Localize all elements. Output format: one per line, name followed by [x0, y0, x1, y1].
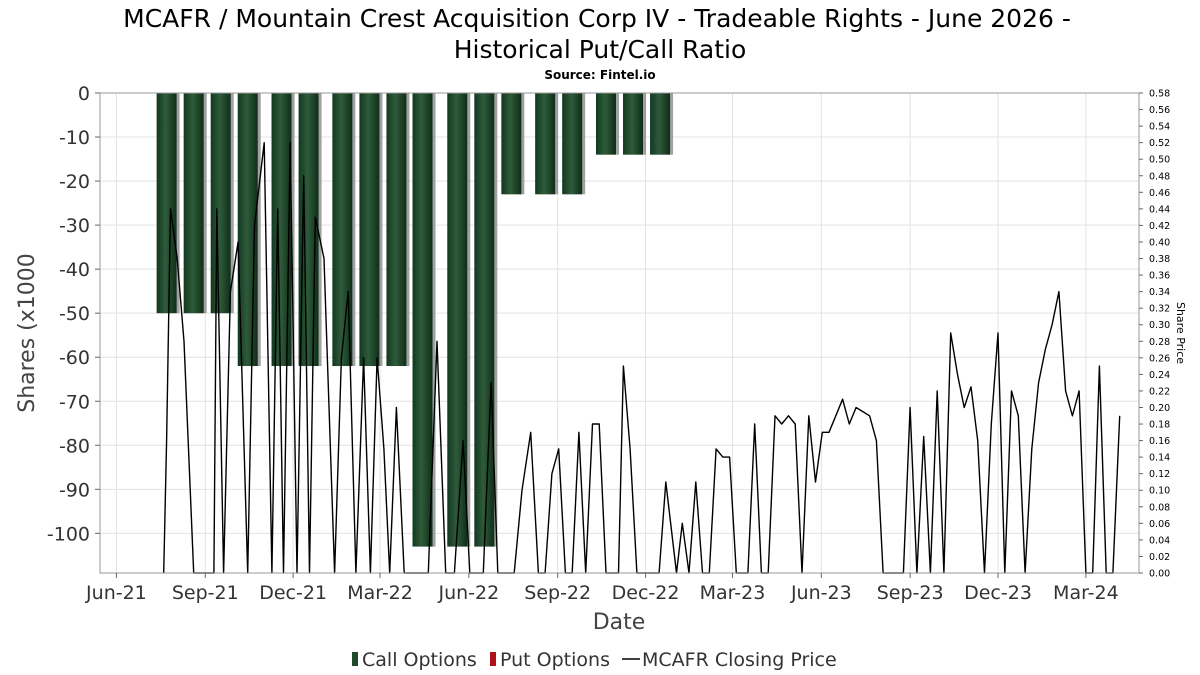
y2-tick-label: 0.16 — [1149, 436, 1170, 447]
x-tick-label: Dec-23 — [964, 582, 1032, 604]
legend-put-swatch — [490, 652, 496, 666]
call-option-bar — [447, 93, 468, 547]
y2-tick-label: 0.02 — [1149, 552, 1170, 563]
y2-tick-label: 0.30 — [1149, 320, 1170, 331]
call-option-bar — [595, 93, 616, 155]
chart-source: Source: Fintel.io — [544, 68, 655, 82]
closing-price-line — [163, 141, 1121, 574]
y-tick-label: -80 — [59, 435, 90, 457]
call-option-bar — [535, 93, 556, 195]
call-option-bar — [210, 93, 231, 314]
x-tick-label: Jun-22 — [437, 582, 499, 604]
y2-tick-label: 0.04 — [1149, 535, 1170, 546]
y-tick-label: -100 — [47, 523, 90, 545]
y2-tick-label: 0.14 — [1149, 453, 1170, 464]
call-option-bar — [359, 93, 380, 367]
legend-put-label: Put Options — [500, 649, 610, 671]
y2-tick-label: 0.46 — [1149, 188, 1170, 199]
y2-tick-label: 0.08 — [1149, 502, 1170, 513]
y2-tick-label: 0.12 — [1149, 469, 1170, 480]
y2-tick-label: 0.42 — [1149, 221, 1170, 232]
y2-tick-label: 0.40 — [1149, 237, 1170, 248]
x-tick-label: Jun-23 — [790, 582, 852, 604]
y2-tick-label: 0.52 — [1149, 138, 1170, 149]
y-tick-label: -10 — [59, 127, 90, 149]
y2-tick-label: 0.38 — [1149, 254, 1170, 265]
call-option-bar — [386, 93, 407, 367]
legend-call-swatch — [352, 652, 358, 666]
y2-tick-label: 0.56 — [1149, 105, 1170, 116]
y2-axis-label: Share Price — [1174, 302, 1187, 364]
call-option-bars — [156, 93, 674, 547]
y2-tick-label: 0.58 — [1149, 89, 1170, 100]
price-line-path — [163, 141, 1121, 574]
x-axis-ticks: Jun-21 Sep-21 Dec-21 Mar-22 Jun-22 Sep-22 Dec-… — [85, 573, 1119, 604]
y2-tick-label: 0.18 — [1149, 420, 1170, 431]
plot-frame — [99, 92, 1140, 574]
legend-call-label: Call Options — [362, 649, 477, 671]
y2-tick-label: 0.24 — [1149, 370, 1170, 381]
x-tick-label: Jun-21 — [85, 582, 147, 604]
call-option-bar — [156, 93, 177, 314]
call-option-bar — [474, 93, 495, 547]
x-tick-label: Mar-23 — [700, 582, 766, 604]
y2-tick-label: 0.44 — [1149, 204, 1170, 215]
call-option-bar — [562, 93, 583, 195]
y-tick-label: -40 — [59, 259, 90, 281]
y2-tick-label: 0.54 — [1149, 122, 1170, 133]
y-tick-label: -60 — [59, 347, 90, 369]
y2-tick-label: 0.36 — [1149, 271, 1170, 282]
y-tick-label: -20 — [59, 171, 90, 193]
y2-tick-label: 0.22 — [1149, 386, 1170, 397]
y-tick-label: -90 — [59, 479, 90, 501]
y2-tick-label: 0.10 — [1149, 486, 1170, 497]
y-tick-label: -50 — [59, 303, 90, 325]
y2-tick-label: 0.34 — [1149, 287, 1170, 298]
y-tick-label: 0 — [78, 83, 90, 105]
call-option-bar — [623, 93, 644, 155]
y2-tick-label: 0.50 — [1149, 155, 1170, 166]
x-tick-label: Mar-24 — [1053, 582, 1119, 604]
x-tick-label: Sep-22 — [524, 582, 591, 604]
x-tick-label: Mar-22 — [347, 582, 413, 604]
y2-tick-label: 0.26 — [1149, 353, 1170, 364]
x-axis-label: Date — [593, 610, 646, 635]
x-tick-label: Sep-23 — [877, 582, 944, 604]
x-tick-label: Dec-22 — [612, 582, 680, 604]
call-option-bar — [412, 93, 433, 547]
y-axis-label: Shares (x1000 — [15, 253, 40, 413]
y2-tick-label: 0.06 — [1149, 519, 1170, 530]
y2-tick-label: 0.28 — [1149, 337, 1170, 348]
y-tick-label: -70 — [59, 391, 90, 413]
y2-tick-label: 0.48 — [1149, 171, 1170, 182]
x-tick-label: Sep-21 — [172, 582, 239, 604]
y2-tick-label: 0.32 — [1149, 304, 1170, 315]
y-tick-label: -30 — [59, 215, 90, 237]
legend-price-label: MCAFR Closing Price — [642, 649, 837, 671]
y-axis-ticks: 0 -10 -20 -30 -40 -50 -60 -70 -80 -90 -100 — [47, 83, 100, 545]
call-option-bar — [183, 93, 204, 314]
call-option-bar — [650, 93, 671, 155]
legend: Call Options Put Options MCAFR Closing P… — [352, 649, 837, 671]
y2-tick-label: 0.00 — [1149, 569, 1170, 580]
call-option-bar — [501, 93, 522, 195]
chart-title-line1: MCAFR / Mountain Crest Acquisition Corp … — [123, 4, 1071, 33]
chart-title-line2: Historical Put/Call Ratio — [454, 35, 747, 64]
y2-tick-label: 0.20 — [1149, 403, 1170, 414]
x-tick-label: Dec-21 — [259, 582, 327, 604]
y2-axis-ticks: 0.58 0.56 0.54 0.52 0.50 0.48 0.46 0.44 0.42 0.40… — [1139, 89, 1170, 580]
